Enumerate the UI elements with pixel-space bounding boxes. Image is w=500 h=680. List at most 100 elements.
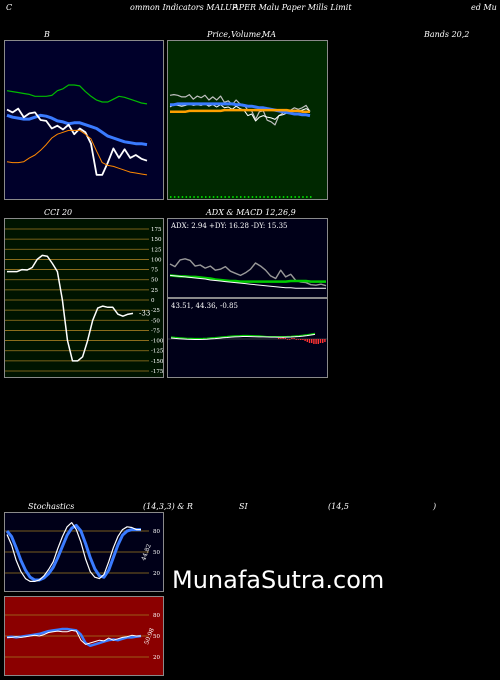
- price-label: Price,: [207, 30, 231, 39]
- volume-bar: [201, 196, 203, 198]
- adx-macd-label: ADX & MACD 12,26,9: [206, 208, 296, 217]
- macd-histogram-bar: [293, 338, 295, 339]
- cci-tick-label: -50: [151, 318, 160, 324]
- stoch-k-line: [6, 522, 141, 583]
- macd-histogram-bar: [304, 339, 306, 341]
- stoch-label: Stochastics: [28, 502, 75, 511]
- volume-bar: [236, 196, 238, 198]
- macd-histogram-bar: [278, 338, 280, 339]
- macd-histogram-bar: [322, 339, 324, 343]
- macd-histogram-bar: [317, 339, 319, 344]
- price-ma-panel: [167, 40, 328, 200]
- volume-bar: [259, 196, 261, 198]
- volume-bar: [294, 196, 296, 198]
- stoch-params-label: (14,3,3) & R: [143, 502, 193, 511]
- volume-bar: [170, 196, 172, 198]
- macd-chart: 43.51, 44.36, -0.85: [168, 299, 327, 377]
- volume-bar: [232, 196, 234, 198]
- macd-histogram-bar: [286, 339, 289, 340]
- volume-bar: [267, 196, 269, 198]
- volume-bar: [282, 196, 285, 198]
- volume-bar: [251, 196, 254, 198]
- bollinger-upper-band: [6, 84, 148, 105]
- adx-chart: ADX: 2.94 +DY: 16.28 -DY: 15.35: [168, 219, 327, 297]
- macd-histogram-bar: [313, 339, 315, 344]
- macd-histogram-bar: [306, 339, 308, 342]
- macd-values-text: 43.51, 44.36, -0.85: [171, 302, 238, 310]
- cci-tick-label: -150: [151, 359, 163, 365]
- header-right: ed Mu: [471, 3, 497, 12]
- ma-label: MA: [262, 30, 276, 39]
- volume-bar: [224, 196, 226, 198]
- macd-signal-line: [170, 333, 316, 340]
- rsi-tick-label: 80: [153, 613, 160, 619]
- volume-bar: [173, 196, 176, 198]
- price-ma-chart: [168, 41, 327, 199]
- cci-tick-label: -125: [151, 349, 163, 355]
- bollinger-panel: [4, 40, 164, 200]
- volume-bar: [208, 196, 211, 198]
- panel-background: [168, 219, 327, 297]
- volume-bar: [255, 196, 258, 198]
- volume-bar: [189, 196, 191, 198]
- cci-tick-label: 125: [151, 247, 162, 253]
- rsi-close-label: ): [433, 502, 437, 511]
- adx-panel: ADX: 2.94 +DY: 16.28 -DY: 15.35: [167, 218, 328, 298]
- volume-bar: [205, 196, 207, 198]
- adx-minus-dy-line: [169, 274, 326, 289]
- cci-chart: 175 150 125 100 75 50 25 0 -25 -50 -75 -100 -125 -150…: [5, 219, 163, 377]
- bollinger-price-line: [6, 107, 148, 176]
- cci-tick-label: 175: [151, 227, 162, 233]
- cci-tick-label: -175: [151, 369, 163, 375]
- volume-bar: [216, 196, 219, 198]
- macd-histogram-bar: [282, 337, 284, 339]
- ma-long-line: [170, 108, 310, 113]
- macd-histogram-bar: [291, 338, 293, 339]
- volume-bar: [212, 196, 215, 198]
- macd-histogram-bar: [308, 339, 311, 343]
- volume-bar: [271, 196, 273, 198]
- stoch-tick-label: 50: [153, 550, 160, 556]
- volume-bar: [181, 196, 184, 198]
- cci-tick-label: 25: [151, 288, 158, 294]
- stochastics-panel: 80 50 20 44.82: [4, 512, 164, 592]
- macd-histogram-bar: [295, 339, 297, 340]
- volume-bar: [220, 196, 223, 198]
- bollinger-chart: [5, 41, 163, 199]
- bollinger-label: B: [44, 30, 50, 39]
- rsi-tick-label: 20: [153, 655, 160, 661]
- adx-values-text: ADX: 2.94 +DY: 16.28 -DY: 15.35: [170, 222, 287, 230]
- macd-histogram-bar: [280, 338, 282, 339]
- header-title-part2: APER Malu Paper Mills Limit: [233, 3, 352, 12]
- bands-label: Bands 20,2: [424, 30, 470, 39]
- cci-tick-label: 150: [151, 237, 162, 243]
- macd-panel: 43.51, 44.36, -0.85: [167, 298, 328, 378]
- macd-histogram-bar: [302, 339, 304, 340]
- volume-bar: [185, 196, 188, 198]
- volume-bar: [310, 196, 312, 198]
- volume-bar: [286, 196, 289, 198]
- volume-bar: [263, 196, 265, 198]
- volume-bar: [247, 196, 250, 198]
- header-title-part1: ommon Indicators MALUP: [130, 3, 238, 12]
- macd-histogram-bar: [289, 339, 291, 340]
- volume-bar: [302, 196, 304, 198]
- volume-bar: [290, 196, 293, 198]
- rsi-panel: 80 50 20 50.98: [4, 596, 164, 676]
- volume-bar: [298, 196, 300, 198]
- cci-tick-label: 75: [151, 268, 158, 274]
- cci-value-label: -33: [139, 309, 150, 317]
- macd-histogram-bar: [319, 339, 322, 343]
- cci-tick-label: 50: [151, 278, 158, 284]
- watermark: MunafaSutra.com: [172, 566, 385, 594]
- macd-histogram-bar: [300, 339, 302, 340]
- rsi-average-line: [6, 627, 142, 648]
- volume-bar: [278, 196, 281, 198]
- macd-histogram-bar: [297, 339, 300, 340]
- stoch-tick-label: 80: [153, 529, 160, 535]
- si-label: SI: [239, 502, 248, 511]
- adx-line: [169, 274, 326, 283]
- volume-bar: [197, 196, 199, 198]
